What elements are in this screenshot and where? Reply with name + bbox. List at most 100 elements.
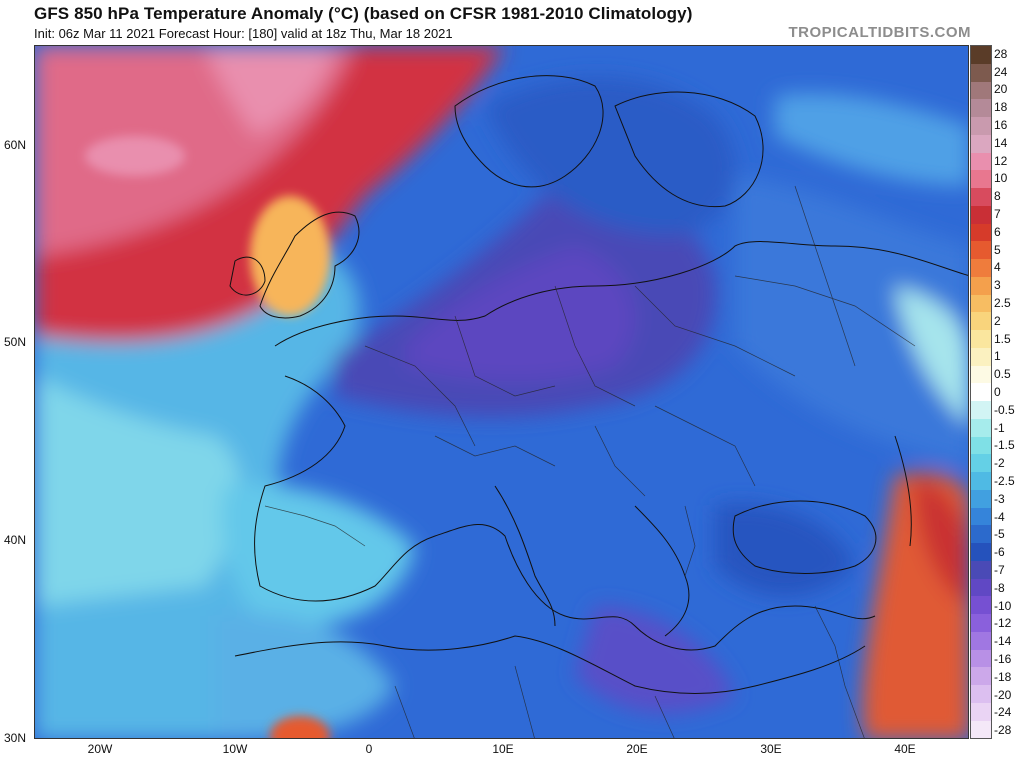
- anomaly-map: [35, 46, 968, 738]
- site-watermark: TROPICALTIDBITS.COM: [788, 24, 971, 41]
- colorbar-swatch: [971, 170, 991, 188]
- colorbar-label: -1: [994, 420, 1005, 435]
- colorbar-label: -20: [994, 687, 1012, 702]
- colorbar-swatch: [971, 347, 991, 366]
- map-panel: [34, 45, 969, 739]
- colorbar-label: 0: [994, 385, 1001, 399]
- atlantic-light-band: [35, 376, 241, 606]
- border-line: [554, 285, 636, 407]
- border-line: [814, 605, 865, 738]
- lat-tick-40n: 40N: [3, 533, 26, 547]
- colorbar-label: 2.5: [994, 296, 1011, 311]
- colorbar-swatch: [971, 312, 991, 330]
- colorbar-label: 6: [994, 224, 1001, 239]
- colorbar-swatch: [971, 117, 991, 135]
- colorbar-label: 7: [994, 207, 1001, 222]
- colorbar-swatch: [971, 436, 991, 455]
- lat-tick-50n: 50N: [3, 335, 26, 349]
- colorbar-label: -2.5: [994, 473, 1015, 488]
- colorbar-swatch: [971, 241, 991, 259]
- map-subtitle: Init: 06z Mar 11 2021 Forecast Hour: [18…: [34, 26, 453, 41]
- colorbar: [970, 45, 992, 739]
- colorbar-label: -24: [994, 705, 1012, 720]
- map-title: GFS 850 hPa Temperature Anomaly (°C) (ba…: [34, 4, 693, 23]
- colorbar-swatch: [971, 330, 991, 348]
- border-line: [264, 505, 366, 547]
- colorbar-label: 5: [994, 242, 1001, 257]
- colorbar-label: 8: [994, 189, 1001, 204]
- country-borders: [264, 185, 916, 738]
- border-line: [454, 315, 556, 397]
- mediterranean-cold-patch: [575, 606, 735, 714]
- lon-tick-40e: 40E: [894, 742, 916, 756]
- border-line: [654, 405, 756, 487]
- colorbar-swatch: [971, 418, 991, 437]
- colorbar-label: 14: [994, 135, 1008, 150]
- colorbar-label: 1: [994, 349, 1001, 364]
- colorbar-swatch: [971, 560, 991, 579]
- black-sea-coast: [732, 500, 877, 574]
- russia-light-anomaly: [895, 286, 968, 425]
- colorbar-swatch: [971, 649, 991, 668]
- colorbar-label: -7: [994, 562, 1005, 577]
- colorbar-swatch: [971, 578, 991, 597]
- colorbar-labels: 28 24 20 18 16 14 12 10 8 7 6 5 4 3 2.5 2 1.5 1 0.5 0 -0.5 -1…: [994, 45, 1024, 739]
- lon-tick-10w: 10W: [222, 742, 248, 756]
- lon-tick-20w: 20W: [87, 742, 113, 756]
- eastern-europe-anomaly: [735, 176, 968, 466]
- british-isles-warm: [250, 196, 330, 316]
- colorbar-label: 10: [994, 171, 1008, 186]
- caspian-west-coast: [894, 435, 912, 547]
- northern-russia-anomaly: [775, 93, 968, 186]
- colorbar-swatch: [971, 99, 991, 117]
- colorbar-swatch: [971, 365, 991, 384]
- coastlines: [229, 75, 968, 694]
- colorbar-swatch: [971, 507, 991, 526]
- colorbar-swatch: [971, 489, 991, 508]
- colorbar-swatch: [971, 152, 991, 171]
- colorbar-swatch: [971, 631, 991, 650]
- colorbar-swatch: [971, 401, 991, 419]
- colorbar-label: -16: [994, 651, 1012, 666]
- colorbar-label: -10: [994, 598, 1012, 613]
- lon-tick-0: 0: [365, 742, 373, 756]
- colorbar-label: -4: [994, 509, 1005, 524]
- colorbar-swatch: [971, 134, 991, 153]
- finland-coast: [614, 91, 764, 208]
- colorbar-label: 28: [994, 46, 1008, 61]
- scandinavia-cold: [485, 77, 736, 236]
- colorbar-label: 18: [994, 100, 1008, 115]
- colorbar-swatch: [971, 720, 991, 739]
- colorbar-swatch: [971, 46, 991, 64]
- scandinavia-coast: [454, 75, 604, 188]
- lon-tick-10e: 10E: [492, 742, 514, 756]
- colorbar-swatch: [971, 188, 991, 206]
- colorbar-swatch: [971, 276, 991, 295]
- colorbar-label: -8: [994, 580, 1005, 595]
- colorbar-label: -0.5: [994, 402, 1015, 417]
- italy-coast: [494, 485, 556, 627]
- colorbar-swatch: [971, 383, 991, 401]
- iberia-cool-zone: [221, 484, 415, 628]
- colorbar-swatch: [971, 614, 991, 632]
- colorbar-swatch: [971, 596, 991, 614]
- atlantic-warm-spot: [85, 136, 185, 176]
- border-line: [364, 345, 476, 447]
- colorbar-label: -6: [994, 545, 1005, 560]
- colorbar-swatch: [971, 685, 991, 703]
- colorbar-label: 24: [994, 64, 1008, 79]
- germany-deep-cold: [405, 246, 636, 381]
- north-africa-coast: [234, 635, 866, 694]
- colorbar-swatch: [971, 702, 991, 721]
- border-line: [654, 695, 675, 738]
- border-line: [434, 435, 556, 467]
- colorbar-label: 0.5: [994, 367, 1011, 382]
- border-line: [794, 185, 856, 367]
- anomaly-details: [85, 136, 330, 738]
- colorbar-label: -1.5: [994, 438, 1015, 453]
- colorbar-label: 4: [994, 260, 1001, 275]
- colorbar-label: -12: [994, 616, 1012, 631]
- colorbar-label: -5: [994, 527, 1005, 542]
- atlantic-peak-warm: [205, 46, 335, 136]
- colorbar-swatch: [971, 223, 991, 242]
